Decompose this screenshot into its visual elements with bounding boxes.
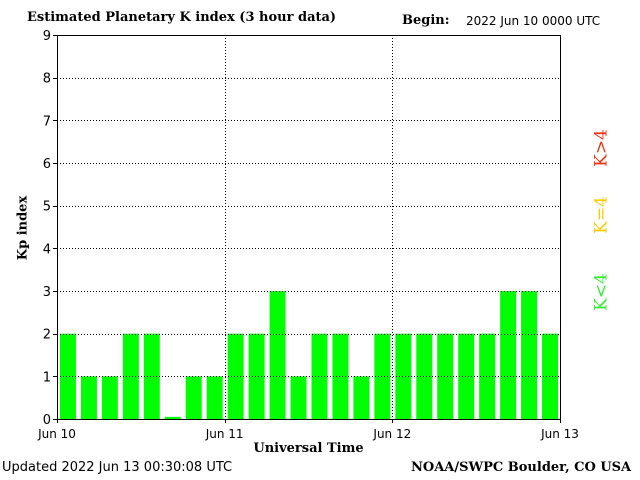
updated-timestamp: Updated 2022 Jun 13 00:30:08 UTC — [2, 460, 233, 475]
kp-bar — [437, 333, 454, 419]
kp-bar — [332, 333, 349, 419]
kp-bar — [458, 333, 475, 419]
kp-bar — [101, 376, 118, 419]
y-tick-label: 6 — [43, 157, 51, 172]
kp-bar — [60, 333, 76, 419]
kp-bar — [143, 333, 160, 419]
kp-bar — [395, 333, 412, 419]
x-tick-label: Jun 11 — [205, 427, 244, 441]
x-tick-label: Jun 13 — [540, 427, 579, 441]
y-tick-label: 1 — [43, 370, 51, 385]
y-tick-label: 4 — [43, 242, 51, 257]
legend-k-equal-4: K=4 — [591, 196, 612, 234]
kp-bar — [479, 333, 496, 419]
begin-value: 2022 Jun 10 0000 UTC — [466, 14, 601, 28]
x-axis-label: Universal Time — [253, 441, 363, 456]
kp-bar — [269, 291, 286, 419]
kp-bar — [416, 333, 433, 419]
y-tick-label: 9 — [43, 29, 51, 44]
kp-bar — [353, 376, 370, 419]
kp-bar — [185, 376, 202, 419]
kp-bar — [290, 376, 307, 419]
kp-bar — [521, 291, 538, 419]
kp-bar — [206, 376, 223, 419]
y-tick-label: 2 — [43, 328, 51, 343]
y-tick-label: 8 — [43, 72, 51, 87]
x-tick-label: Jun 12 — [372, 427, 411, 441]
kp-bar — [311, 333, 328, 419]
kp-bar — [227, 333, 244, 419]
x-tick-label: Jun 10 — [37, 427, 76, 441]
kp-bar — [164, 416, 181, 419]
chart-title: Estimated Planetary K index (3 hour data… — [27, 10, 337, 25]
kp-bar — [122, 333, 139, 419]
y-tick-label: 0 — [43, 413, 51, 428]
y-tick-label: 7 — [43, 114, 51, 129]
kp-bar — [374, 333, 391, 419]
kp-bar — [248, 333, 265, 419]
plot-frame — [57, 35, 561, 420]
y-tick-label: 5 — [43, 200, 51, 215]
y-tick-label: 3 — [43, 285, 51, 300]
legend-k-below-4: K<4 — [591, 273, 612, 311]
legend-k-above-4: K>4 — [591, 129, 612, 167]
kp-bar — [500, 291, 517, 419]
credit-text: NOAA/SWPC Boulder, CO USA — [411, 460, 632, 475]
kp-bar — [80, 376, 97, 419]
kp-bar — [542, 333, 558, 419]
begin-label: Begin: — [402, 13, 450, 28]
